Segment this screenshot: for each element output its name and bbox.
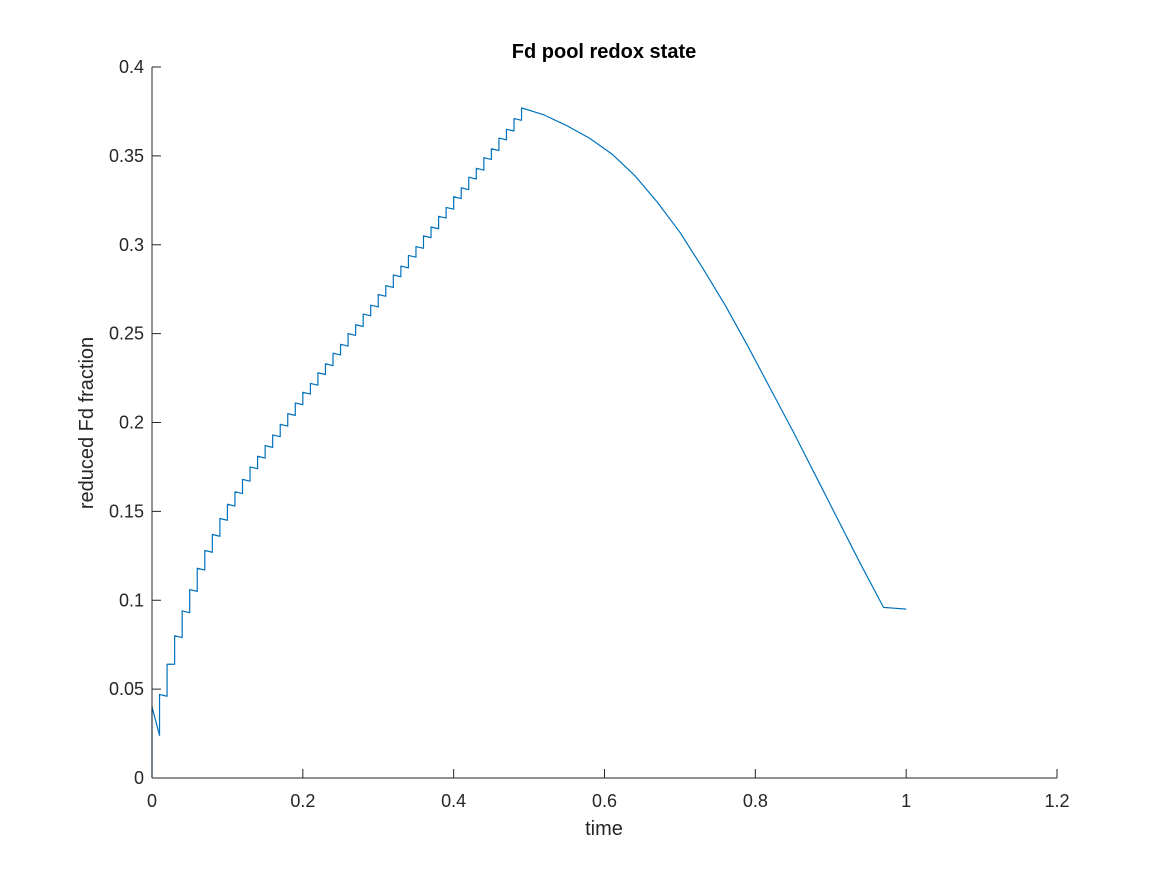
x-tick-label: 1.2 [1044,791,1069,811]
y-tick-label: 0.35 [109,146,144,166]
y-tick-label: 0 [134,768,144,788]
plot-background [152,67,1057,778]
x-tick-label: 0 [147,791,157,811]
x-tick-label: 0.6 [592,791,617,811]
data-layer [151,107,907,778]
y-axis-label: reduced Fd fraction [76,337,98,509]
plot-area [152,67,1057,778]
y-tick-label: 0.15 [109,501,144,521]
y-tick-label: 0.05 [109,679,144,699]
y-tick-label: 0.4 [119,57,144,77]
chart-title: Fd pool redox state [512,41,696,63]
y-tick-label: 0.3 [119,235,144,255]
x-tick-label: 0.8 [743,791,768,811]
y-tick-label: 0.1 [119,590,144,610]
x-tick-label: 1 [901,791,911,811]
x-axis-label: time [585,818,623,840]
series-line-1 [151,107,907,778]
x-tick-label: 0.2 [290,791,315,811]
x-tick-label: 0.4 [441,791,466,811]
axes-layer: 0 0.2 0.4 0.6 0.8 1 1.2 0 0.05 0.1 0.15 0.2 0.25 0.3 0… [109,57,1070,811]
y-tick-label: 0.2 [119,413,144,433]
y-tick-label: 0.25 [109,324,144,344]
